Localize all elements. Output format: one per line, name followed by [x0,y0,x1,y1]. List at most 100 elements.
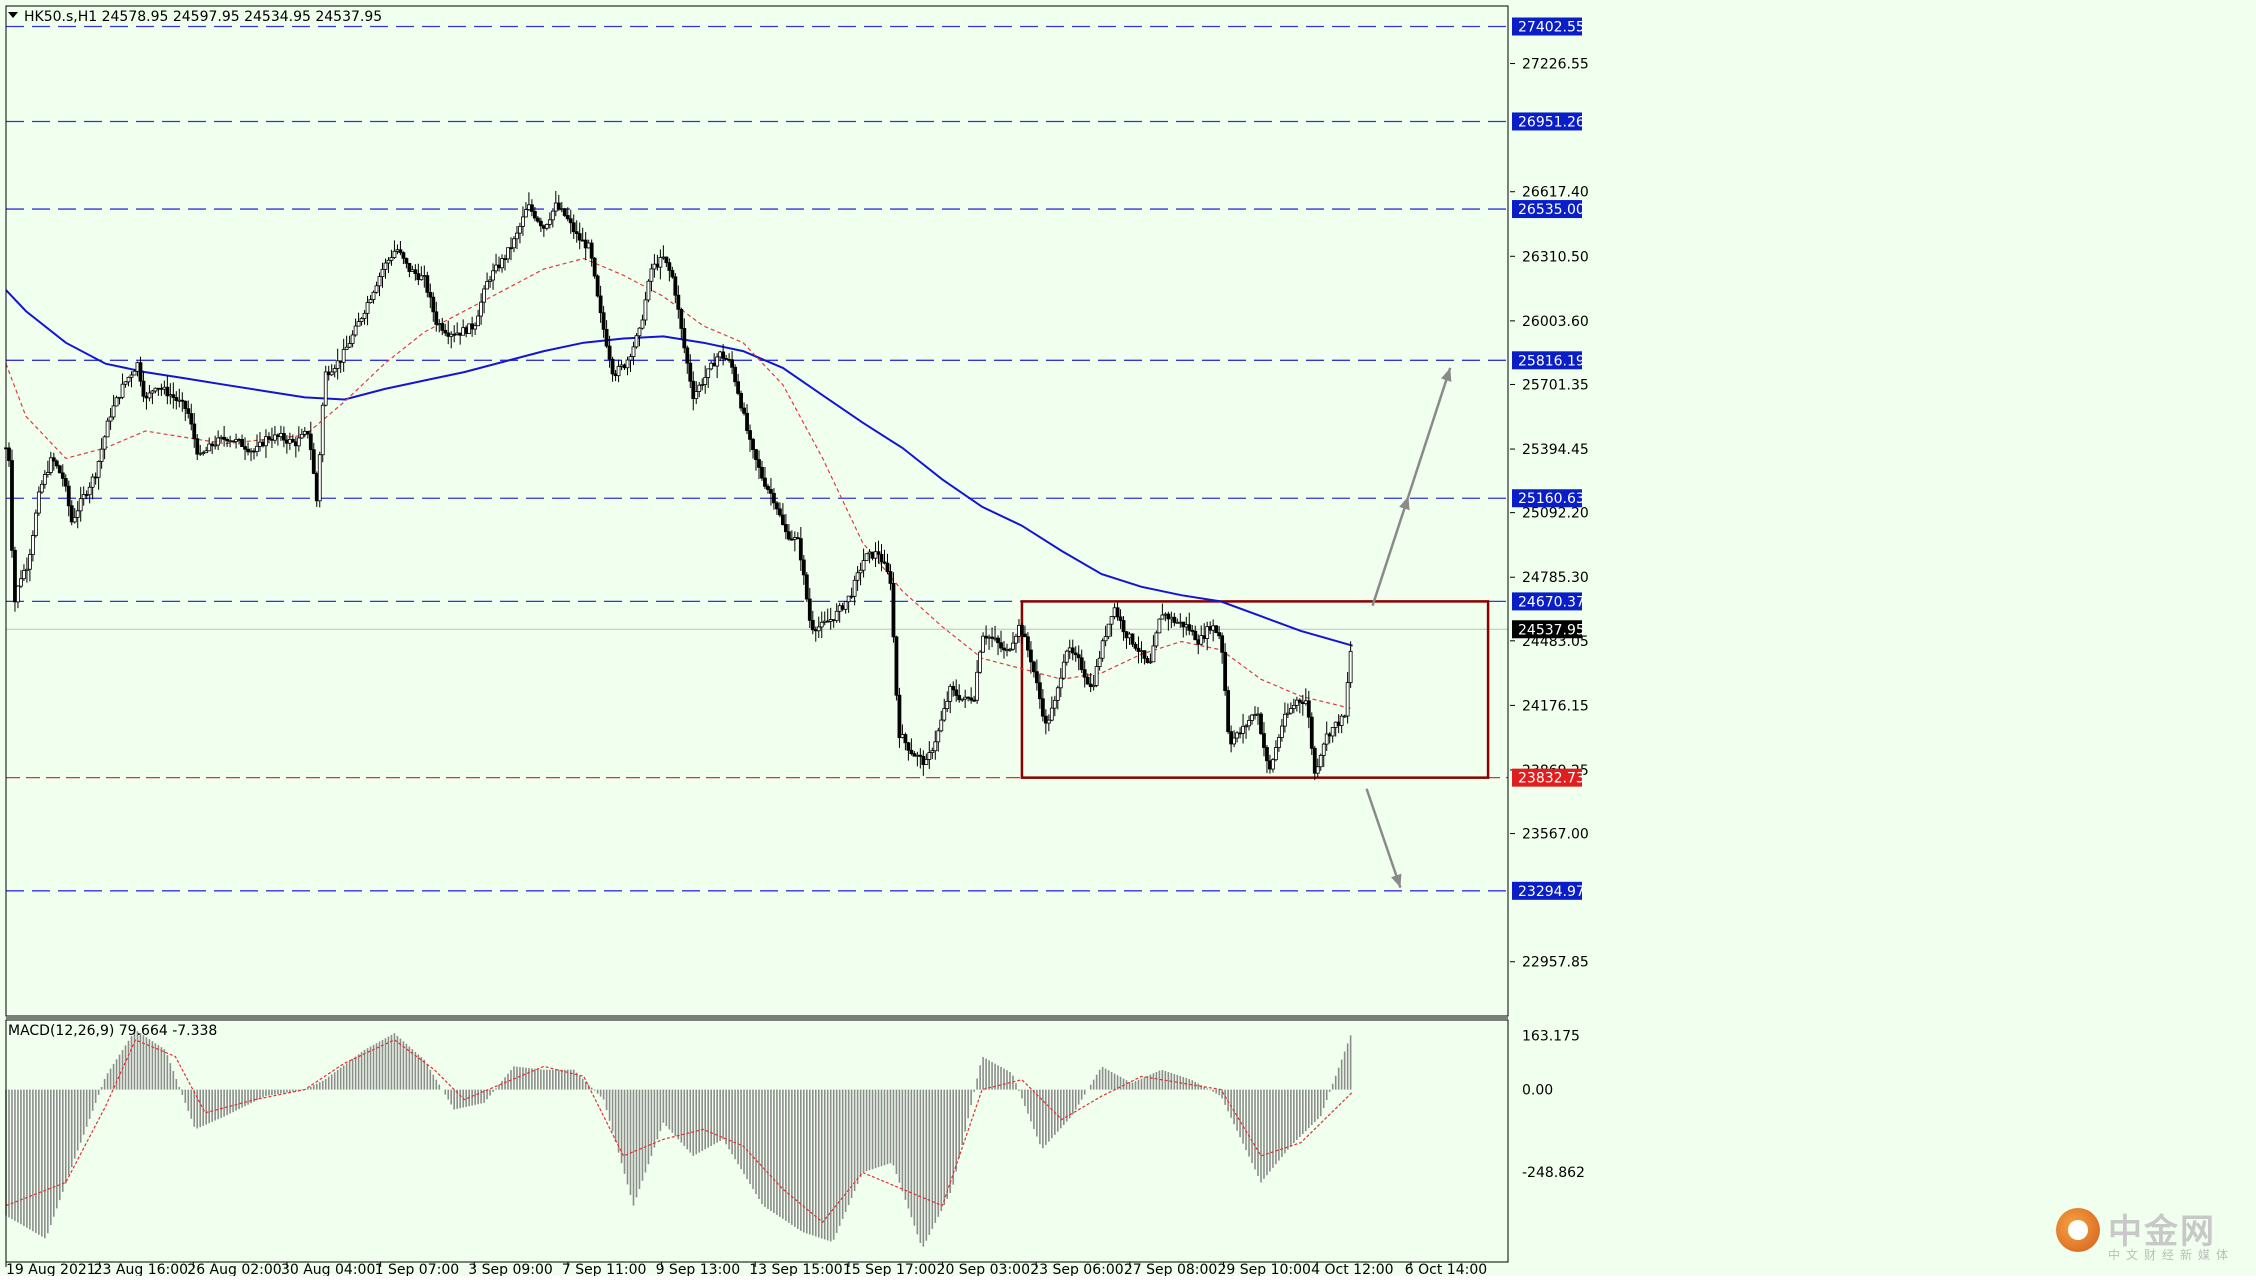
candle-body [1049,707,1054,721]
candle-body [912,753,917,757]
candle-body [775,502,779,510]
candle-body [213,444,218,447]
candle-body [308,433,313,451]
arrow-head-icon [1391,873,1402,888]
candle-body [225,439,230,442]
candle-body [335,360,340,369]
candle-body [1187,624,1192,631]
candle-body [921,755,926,765]
candle-body [1175,621,1180,624]
y-tick-label: 22957.85 [1522,955,1589,971]
candle-body [963,696,968,700]
candle-body [1064,650,1069,663]
candle-body [730,359,734,368]
candle-body [150,390,155,394]
candle-body [144,395,149,399]
candle-body [1300,701,1305,704]
candle-body [945,700,950,709]
candle-body [855,572,860,581]
candle-body [449,333,454,337]
candle-body [1217,632,1222,637]
candle-body [625,359,630,369]
y-tick-label: 24785.30 [1522,570,1589,586]
candle-body [51,457,56,462]
candle-body [299,433,304,439]
candle-body [930,750,935,754]
candle-body [757,459,761,468]
candle-body [697,384,702,392]
candle-body [311,449,316,474]
candle-body [353,325,358,336]
candle-body [1014,635,1018,644]
candle-body [673,276,678,296]
candle-body [243,446,247,450]
candle-body [1052,699,1057,709]
candle-body [900,734,905,738]
candle-body [261,441,265,447]
dropdown-triangle-icon[interactable] [8,12,18,18]
candle-body [754,449,758,460]
candle-body [249,450,253,453]
candle-body [1082,669,1087,678]
candle-body [1160,614,1165,620]
candle-body [258,441,262,447]
candle-body [237,438,241,441]
candle-body [198,452,203,455]
candle-body [512,238,516,249]
candle-body [562,208,567,216]
candle-body [506,247,510,260]
watermark-subtitle: 中文财经新媒体 [2108,1248,2235,1262]
candle-body [527,204,531,210]
candle-body [631,346,636,358]
candle-body [186,408,191,414]
candle-body [538,220,543,227]
candle-body [846,595,851,603]
candle-body [1208,626,1213,631]
candle-body [990,636,994,639]
candle-body [760,467,764,479]
candle-body [284,439,289,444]
candle-body [386,259,391,264]
candle-body [60,472,65,479]
candle-body [769,489,773,494]
candle-body [1058,677,1063,689]
candle-body [123,381,128,385]
candle-body [422,275,427,278]
candle-body [264,436,268,447]
candle-body [951,686,956,691]
x-tick-label: 23 Sep 06:00 [1030,1262,1123,1276]
candle-body [1244,725,1248,728]
candle-body [458,332,463,336]
candle-body [655,263,660,268]
candle-body [374,285,379,293]
level-label-bg [1512,200,1582,219]
ma-short-line [5,257,1353,710]
candle-body [652,263,657,270]
candle-body [604,328,609,347]
candle-body [443,329,448,334]
candle-body [332,368,337,373]
candle-body [1256,713,1260,716]
candle-body [81,494,86,500]
candle-body [571,222,576,233]
candle-body [69,505,74,523]
macd-panel [5,1031,1354,1247]
candle-body [607,345,612,360]
candle-body [679,308,684,329]
candle-body [816,626,821,632]
candle-body [467,323,472,334]
candle-body [479,301,484,317]
x-tick-label: 7 Sep 11:00 [562,1262,647,1276]
candle-body [993,637,997,640]
candle-body [93,476,98,479]
candle-body [497,264,501,269]
y-tick-label: 25394.45 [1522,442,1589,458]
candle-body [1094,666,1099,686]
candle-body [1145,658,1150,664]
arrow-shaft-1 [1407,367,1452,497]
candle-body [347,343,352,348]
candle-body [942,708,947,721]
candle-body [57,465,62,474]
x-tick-label: 19 Aug 2021 [6,1262,96,1276]
